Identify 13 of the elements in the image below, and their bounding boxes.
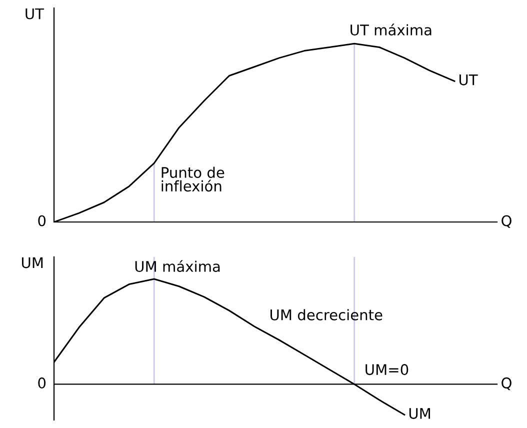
text: UT máxima xyxy=(350,24,432,36)
x-axis-title: Q xyxy=(502,215,512,228)
text: UM máxima xyxy=(135,260,220,272)
y-axis-title: UM xyxy=(22,257,43,268)
series-label: UT xyxy=(459,74,478,86)
series-label: UM xyxy=(409,408,430,419)
annotation: 0 xyxy=(38,377,46,388)
annotation: Punto de inflexión xyxy=(162,166,224,192)
annotation: 0 xyxy=(38,215,46,226)
y-axis-title: UT xyxy=(26,8,44,20)
annotation: UM=0 xyxy=(366,364,408,376)
annotation: UM decreciente xyxy=(270,309,382,320)
x-axis-title: Q xyxy=(502,377,512,390)
